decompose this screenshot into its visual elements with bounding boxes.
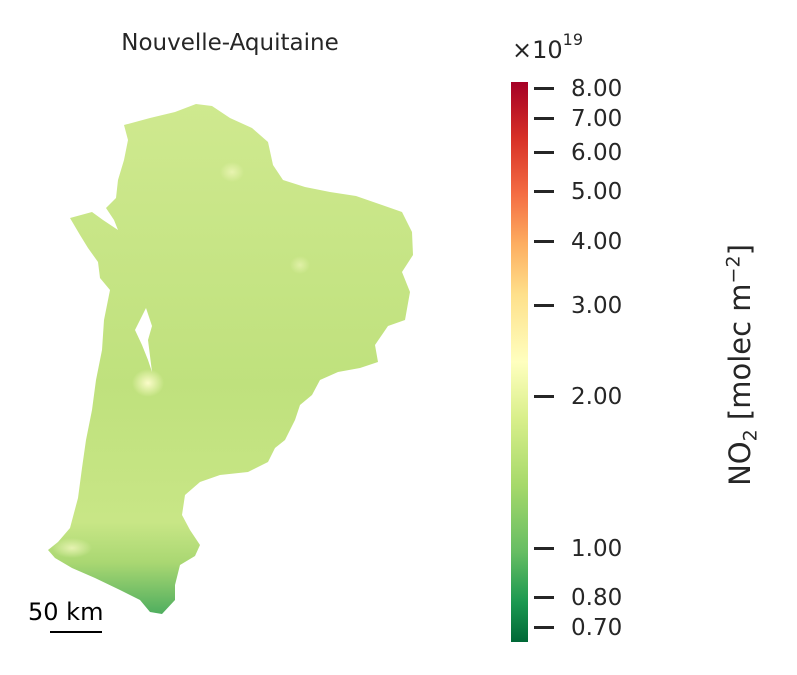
tick-mark — [534, 547, 554, 550]
nouvelle-aquitaine-region — [48, 104, 413, 614]
multiplier-base: ×10 — [512, 36, 563, 64]
scale-bar-label: 50 km — [28, 598, 104, 626]
scale-bar — [50, 631, 102, 633]
colorbar-label: NO2 [molec m−2] — [722, 244, 761, 486]
tick-label: 0.70 — [571, 615, 623, 641]
label-prefix: NO — [722, 441, 757, 486]
tick-mark — [534, 596, 554, 599]
tick-label: 2.00 — [571, 384, 623, 410]
multiplier-exponent: 19 — [562, 30, 584, 49]
label-sup: −2 — [722, 255, 745, 284]
tick-label: 3.00 — [571, 293, 623, 319]
colorbar-multiplier: ×1019 — [512, 30, 583, 64]
tick-mark — [534, 395, 554, 398]
map-title: Nouvelle-Aquitaine — [121, 30, 339, 56]
tick-label: 7.00 — [571, 106, 623, 132]
tick-label: 0.80 — [571, 585, 623, 611]
tick-label: 1.00 — [571, 536, 623, 562]
colorbar — [511, 82, 528, 642]
tick-mark — [534, 190, 554, 193]
tick-mark — [534, 304, 554, 307]
tick-mark — [534, 240, 554, 243]
tick-mark — [534, 117, 554, 120]
region-map — [48, 104, 413, 614]
tick-mark — [534, 87, 554, 90]
label-mid: [molec m — [722, 283, 757, 430]
tick-mark — [534, 626, 554, 629]
tick-label: 4.00 — [571, 229, 623, 255]
tick-label: 6.00 — [571, 140, 623, 166]
tick-label: 8.00 — [571, 76, 623, 102]
label-suffix: ] — [722, 244, 757, 256]
tick-mark — [534, 151, 554, 154]
tick-label: 5.00 — [571, 179, 623, 205]
label-sub: 2 — [739, 429, 762, 442]
